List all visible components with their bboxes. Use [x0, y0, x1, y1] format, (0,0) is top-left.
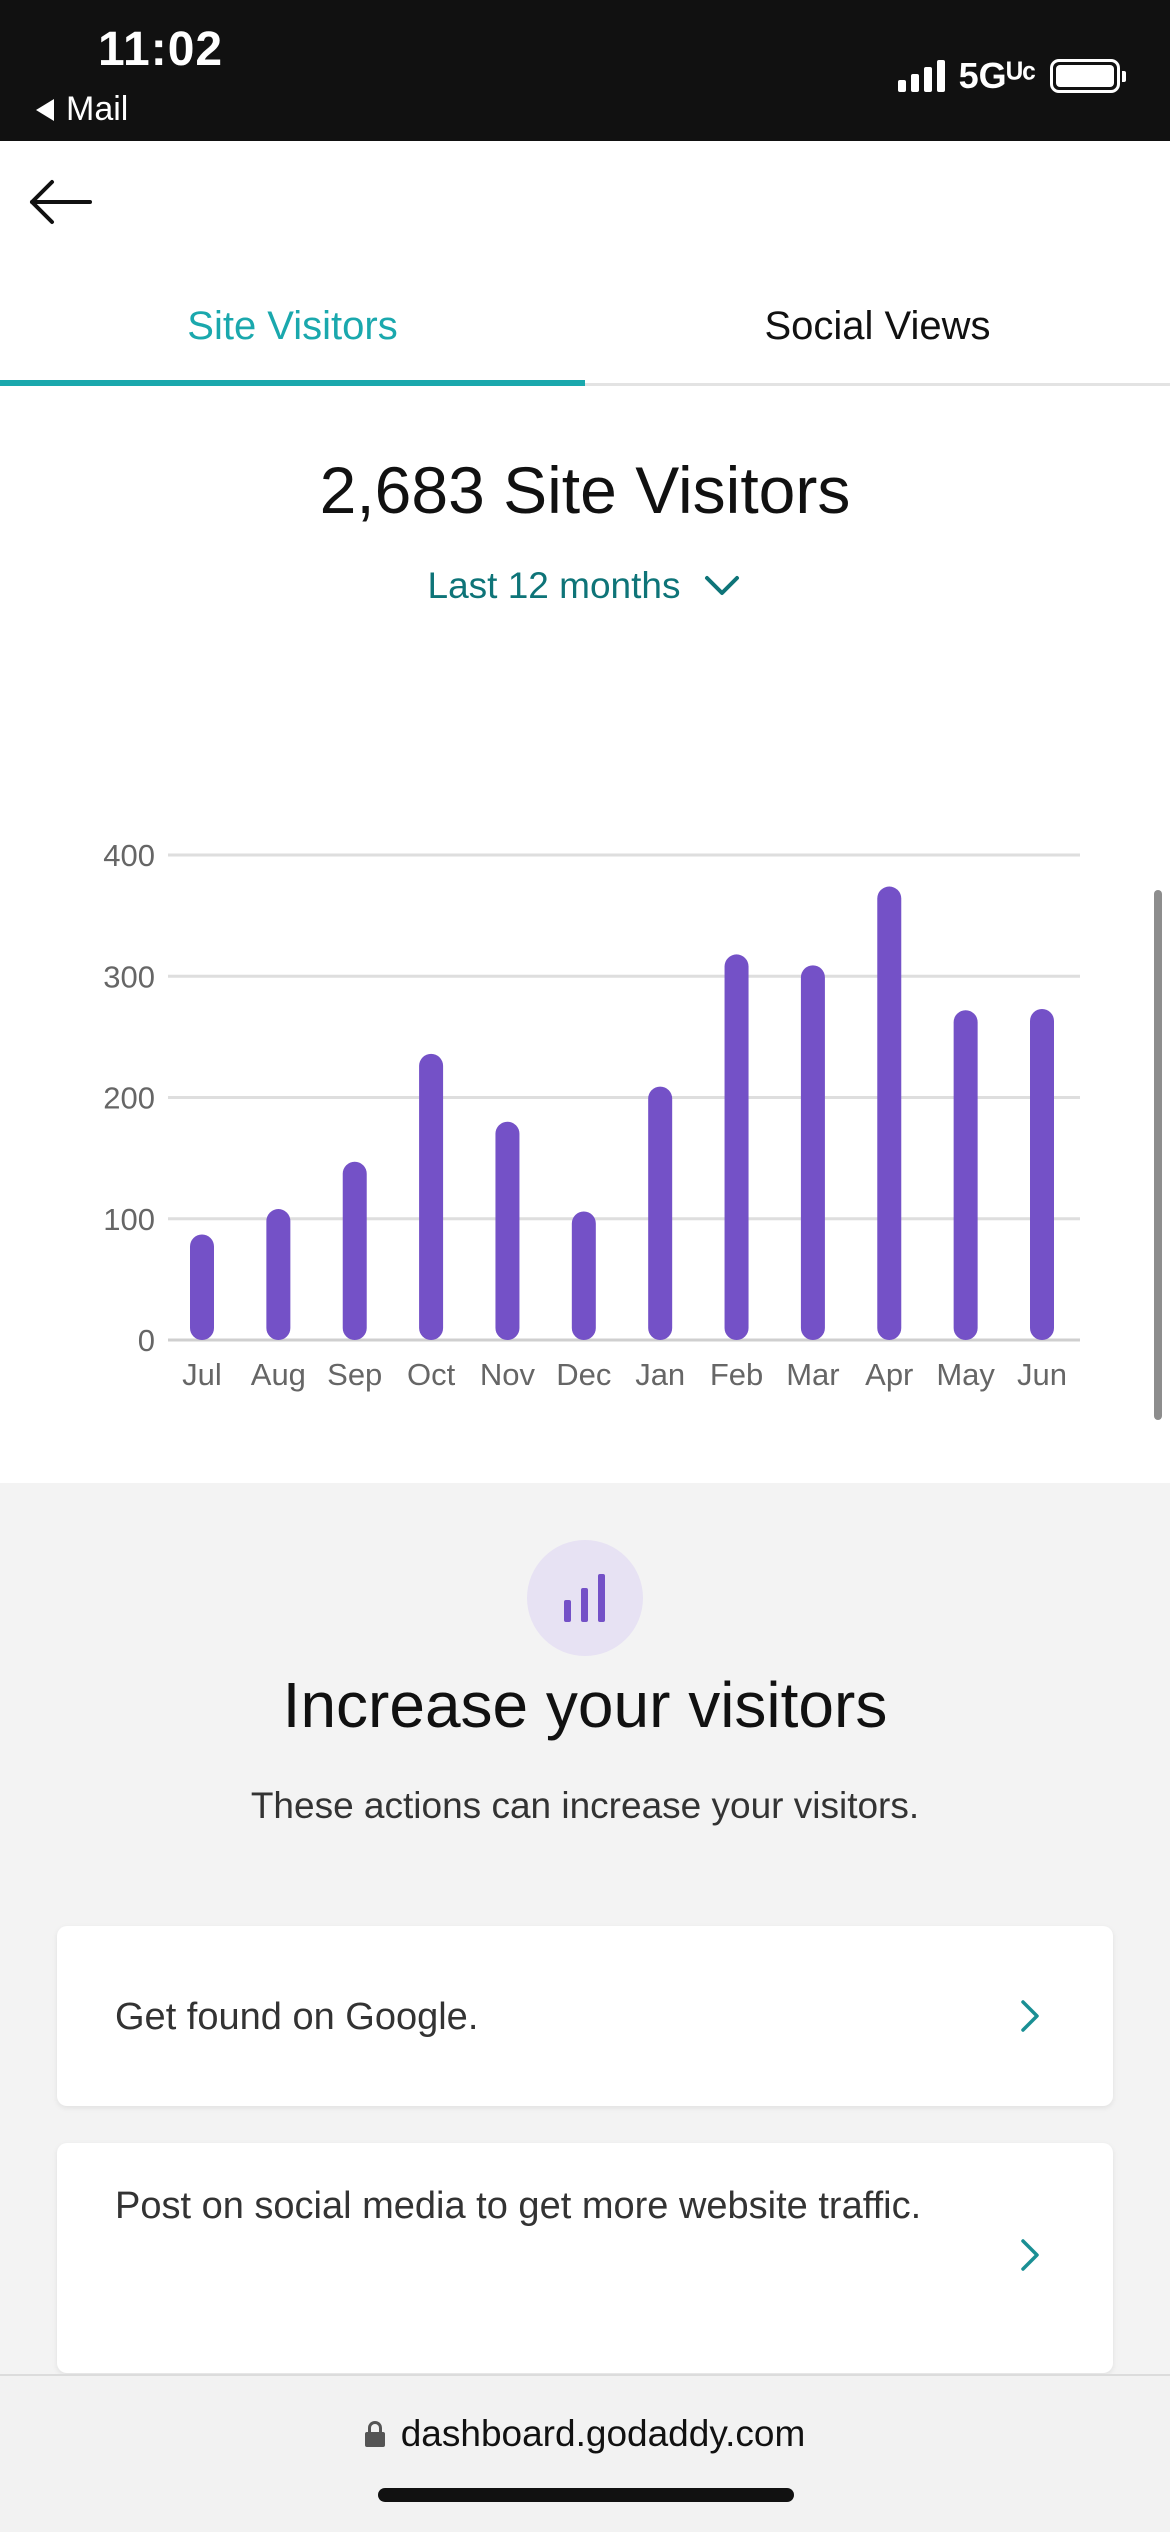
- y-tick-label: 100: [103, 1202, 155, 1237]
- increase-title: Increase your visitors: [282, 1669, 888, 1741]
- bar[interactable]: [724, 954, 749, 1340]
- back-to-mail-link[interactable]: Mail: [36, 90, 128, 129]
- x-tick-label: Jul: [182, 1357, 222, 1392]
- back-triangle-icon: [36, 98, 54, 121]
- bar-chart-icon: [527, 1540, 643, 1656]
- tab-social-views[interactable]: Social Views: [764, 304, 991, 348]
- x-tick-label: Nov: [480, 1357, 536, 1392]
- bar[interactable]: [495, 1121, 520, 1340]
- x-tick-label: Aug: [251, 1357, 306, 1392]
- chart-grid: [168, 853, 1080, 1342]
- visitors-bar-chart: 0 100 200 300 400 Jul Aug Sep Oct Nov Dec Jan Feb Ma…: [103, 838, 1080, 1392]
- browser-url-bar[interactable]: dashboard.godaddy.com: [0, 2374, 1170, 2532]
- y-tick-label: 300: [103, 959, 155, 994]
- back-arrow-icon[interactable]: [26, 172, 96, 232]
- tab-bar: Site Visitors Social Views: [0, 270, 1170, 386]
- status-indicators: 5Gᵁᶜ: [897, 55, 1126, 97]
- url-text: dashboard.godaddy.com: [400, 2413, 806, 2454]
- bar[interactable]: [953, 1010, 978, 1340]
- visitors-headline: 2,683 Site Visitors: [319, 453, 851, 527]
- status-bar: 11:02 Mail 5Gᵁᶜ: [0, 0, 1170, 141]
- x-tick-label: Sep: [327, 1357, 382, 1392]
- action-card-social[interactable]: Post on social media to get more website…: [57, 2143, 1113, 2373]
- bar[interactable]: [648, 1086, 673, 1340]
- x-tick-label: May: [936, 1357, 995, 1392]
- increase-subtitle: These actions can increase your visitors…: [250, 1785, 920, 1826]
- x-tick-label: Jan: [635, 1357, 685, 1392]
- y-tick-label: 200: [103, 1081, 155, 1116]
- lock-icon: [364, 2421, 385, 2447]
- action-label: Get found on Google.: [115, 1996, 479, 2038]
- back-app-label: Mail: [66, 90, 129, 128]
- x-tick-label: Dec: [556, 1357, 611, 1392]
- bar[interactable]: [266, 1209, 291, 1340]
- action-label: Post on social media to get more website…: [115, 2185, 922, 2227]
- x-tick-label: Jun: [1017, 1357, 1067, 1392]
- x-tick-label: Oct: [407, 1357, 456, 1392]
- x-tick-label: Apr: [865, 1357, 913, 1392]
- bar[interactable]: [877, 886, 902, 1340]
- bar[interactable]: [190, 1234, 214, 1340]
- bar[interactable]: [571, 1211, 596, 1340]
- x-tick-label: Feb: [710, 1357, 763, 1392]
- chart-bars: [190, 886, 1054, 1340]
- y-tick-label: 400: [103, 838, 155, 873]
- x-tick-label: Mar: [786, 1357, 839, 1392]
- date-range-label: Last 12 months: [427, 565, 681, 606]
- chart-y-ticks: 0 100 200 300 400: [103, 838, 155, 1358]
- action-card-google[interactable]: Get found on Google.: [57, 1926, 1113, 2106]
- date-range-dropdown[interactable]: Last 12 months: [0, 565, 1170, 607]
- url-display[interactable]: dashboard.godaddy.com: [0, 2413, 1170, 2455]
- battery-icon: [1050, 59, 1126, 93]
- status-time: 11:02: [98, 23, 224, 76]
- signal-icon: [897, 60, 945, 92]
- scrollbar[interactable]: [1154, 890, 1162, 1420]
- chart-x-ticks: Jul Aug Sep Oct Nov Dec Jan Feb Mar Apr May Jun: [182, 1357, 1067, 1392]
- home-indicator[interactable]: [378, 2488, 794, 2502]
- bar[interactable]: [1030, 1008, 1054, 1340]
- y-tick-label: 0: [138, 1323, 155, 1358]
- network-label: 5Gᵁᶜ: [958, 55, 1036, 96]
- bar[interactable]: [419, 1053, 444, 1340]
- chevron-right-icon: [1021, 2239, 1039, 2271]
- bar[interactable]: [800, 965, 825, 1340]
- chevron-down-icon: [705, 576, 740, 595]
- tab-site-visitors[interactable]: Site Visitors: [0, 270, 585, 386]
- bar[interactable]: [342, 1161, 367, 1340]
- chevron-right-icon: [1021, 2000, 1039, 2032]
